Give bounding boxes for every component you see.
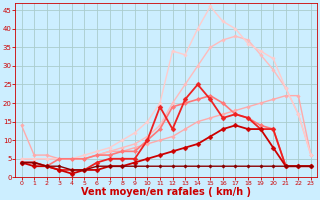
X-axis label: Vent moyen/en rafales ( km/h ): Vent moyen/en rafales ( km/h ) [81, 187, 251, 197]
